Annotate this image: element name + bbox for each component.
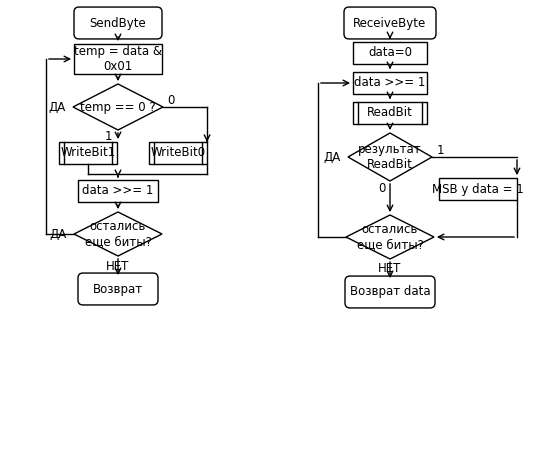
FancyBboxPatch shape xyxy=(78,273,158,305)
Text: temp = data &
0x01: temp = data & 0x01 xyxy=(74,45,162,73)
Bar xyxy=(74,44,162,74)
Bar xyxy=(78,180,158,202)
FancyBboxPatch shape xyxy=(344,7,436,39)
Text: WriteBit0: WriteBit0 xyxy=(151,146,206,159)
Text: остались
еще биты?: остались еще биты? xyxy=(357,223,424,251)
Polygon shape xyxy=(346,215,434,259)
Text: 0: 0 xyxy=(378,183,386,196)
Polygon shape xyxy=(73,84,163,130)
Bar xyxy=(353,72,427,94)
Text: ДА: ДА xyxy=(48,101,66,113)
Text: 0: 0 xyxy=(167,95,175,107)
Text: ReadBit: ReadBit xyxy=(367,106,413,119)
Text: ReceiveByte: ReceiveByte xyxy=(353,17,427,29)
Text: 1: 1 xyxy=(436,145,444,157)
Text: data >>= 1: data >>= 1 xyxy=(355,77,426,90)
Bar xyxy=(59,142,117,164)
Text: 1: 1 xyxy=(104,130,112,144)
FancyBboxPatch shape xyxy=(345,276,435,308)
Text: MSB у data = 1: MSB у data = 1 xyxy=(432,183,524,196)
Text: Возврат: Возврат xyxy=(93,282,143,296)
Text: data >>= 1: data >>= 1 xyxy=(82,185,153,197)
Bar xyxy=(439,178,517,200)
Text: результат
ReadBit: результат ReadBit xyxy=(358,143,422,171)
Text: Возврат data: Возврат data xyxy=(350,285,430,298)
Text: SendByte: SendByte xyxy=(90,17,146,29)
Text: ДА: ДА xyxy=(323,151,341,163)
Text: data=0: data=0 xyxy=(368,46,412,60)
Text: ДА: ДА xyxy=(49,228,67,241)
Bar xyxy=(353,42,427,64)
Text: НЕТ: НЕТ xyxy=(378,263,402,275)
Text: temp == 0 ?: temp == 0 ? xyxy=(80,101,156,113)
FancyBboxPatch shape xyxy=(74,7,162,39)
Text: остались
еще биты?: остались еще биты? xyxy=(84,220,151,248)
Bar xyxy=(353,102,427,124)
Text: WriteBit1: WriteBit1 xyxy=(60,146,116,159)
Polygon shape xyxy=(74,212,162,256)
Text: НЕТ: НЕТ xyxy=(106,259,130,273)
Polygon shape xyxy=(348,133,432,181)
Bar xyxy=(149,142,207,164)
